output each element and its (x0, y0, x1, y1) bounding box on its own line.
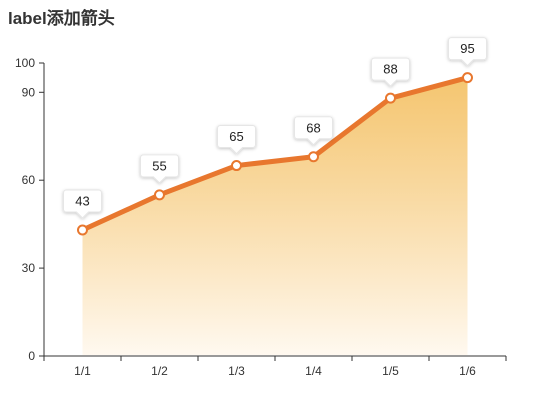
x-tick-label-4: 1/4 (305, 364, 322, 378)
data-label-box-4 (294, 116, 333, 146)
data-point-1-3[interactable] (231, 160, 242, 172)
data-label-box-2 (140, 154, 179, 184)
data-label-6: 95 (460, 41, 474, 56)
y-tick-label-60: 60 (22, 173, 36, 187)
data-label-box-6 (448, 37, 487, 67)
x-tick-label-5: 1/5 (382, 364, 399, 378)
data-label-2: 55 (152, 158, 166, 173)
x-tick-label-1: 1/1 (74, 364, 91, 378)
data-label-4: 68 (306, 120, 320, 135)
x-tick-label-6: 1/6 (459, 364, 476, 378)
data-point-1-2[interactable] (154, 189, 165, 201)
data-label-5: 88 (383, 62, 397, 77)
data-label-box-1 (63, 189, 102, 219)
data-point-1-6[interactable] (462, 72, 473, 84)
x-tick-label-3: 1/3 (228, 364, 245, 378)
data-label-3: 65 (229, 129, 243, 144)
data-label-1: 43 (75, 194, 89, 209)
y-tick-label-90: 90 (22, 85, 36, 99)
x-tick-label-2: 1/2 (151, 364, 168, 378)
data-point-1-4[interactable] (308, 151, 319, 163)
data-label-box-3 (217, 125, 256, 155)
data-point-1-1[interactable] (77, 224, 88, 236)
series-line (80, 75, 470, 233)
chart-title: label添加箭头 (8, 9, 115, 28)
y-tick-label-0: 0 (28, 349, 35, 363)
data-label-box-5 (371, 57, 410, 87)
series-area (82, 77, 468, 356)
y-tick-label-100: 100 (15, 56, 35, 70)
y-tick-label-30: 30 (22, 261, 36, 275)
data-point-1-5[interactable] (385, 92, 396, 104)
